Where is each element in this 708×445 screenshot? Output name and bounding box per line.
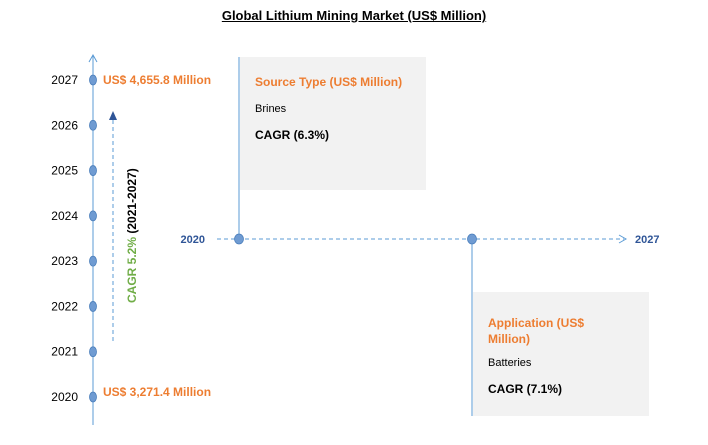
vertical-axis-arrowhead: [88, 53, 98, 63]
year-marker-2023: [89, 255, 97, 267]
cagr-vertical-label: CAGR 5.2% (2021-2027): [125, 168, 139, 303]
horizontal-start-label: 2020: [181, 234, 205, 246]
year-label-2022: 2022: [51, 299, 78, 313]
year-label-2021: 2021: [51, 345, 78, 359]
cagr-period: (2021-2027): [125, 168, 139, 234]
year-label-2026: 2026: [51, 118, 78, 132]
source-type-title: Source Type (US$ Million): [255, 75, 403, 89]
source-type-cagr: CAGR (6.3%): [255, 128, 330, 142]
application-box: Application (US$ Million) Batteries CAGR…: [473, 292, 649, 416]
year-marker-2022: [89, 301, 97, 312]
application-item: Batteries: [488, 357, 532, 369]
end-value-label: US$ 4,655.8 Million: [103, 73, 211, 87]
year-marker-2027: [89, 74, 97, 86]
year-marker-2026: [89, 119, 97, 131]
growth-arrow-head: [109, 111, 117, 120]
year-label-2027: 2027: [51, 73, 78, 87]
horizontal-end-label: 2027: [635, 234, 659, 246]
source-type-box: Source Type (US$ Million) Brines CAGR (6…: [240, 57, 426, 190]
cagr-value: CAGR 5.2%: [125, 236, 139, 303]
year-label-2020: 2020: [51, 390, 78, 404]
chart-title: Global Lithium Mining Market (US$ Millio…: [221, 8, 487, 23]
horizontal-marker-start: [234, 233, 244, 245]
application-cagr: CAGR (7.1%): [488, 382, 563, 396]
horizontal-marker-mid: [467, 233, 477, 245]
year-marker-2025: [89, 165, 97, 176]
source-type-item: Brines: [255, 103, 287, 115]
year-marker-2021: [89, 346, 97, 358]
start-value-label: US$ 3,271.4 Million: [103, 385, 211, 399]
year-marker-2020: [89, 391, 97, 403]
year-marker-2024: [89, 210, 97, 222]
horizontal-axis-arrowhead: [618, 234, 628, 244]
application-title: Application (US$ Million): [488, 316, 585, 346]
year-label-2023: 2023: [51, 254, 78, 268]
year-label-2024: 2024: [51, 209, 78, 223]
year-label-2025: 2025: [51, 164, 78, 178]
